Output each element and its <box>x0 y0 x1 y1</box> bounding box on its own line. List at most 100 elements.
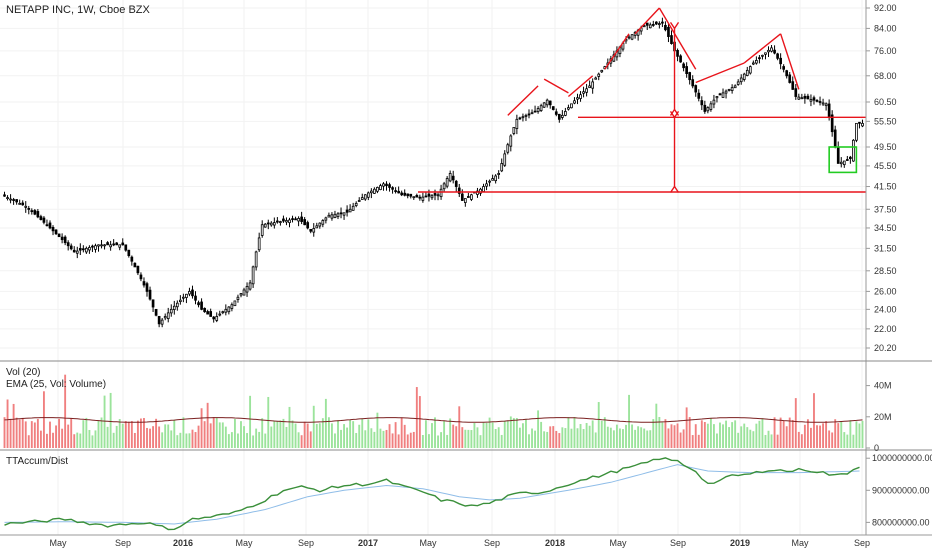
volume-bar-down <box>831 432 834 448</box>
candle-down <box>121 242 125 246</box>
y-tick-label: 49.50 <box>874 142 897 152</box>
candle-up <box>530 112 534 115</box>
x-tick-label: 2018 <box>545 538 565 548</box>
candle-up <box>542 102 546 108</box>
candle-up <box>585 88 588 93</box>
volume-bar-up <box>506 420 509 448</box>
pattern-trendline <box>779 33 800 90</box>
volume-bar-up <box>634 429 637 448</box>
volume-bar-up <box>643 428 646 448</box>
volume-bar-up <box>615 424 618 448</box>
candle-up <box>579 94 582 99</box>
volume-bar-up <box>176 435 179 448</box>
candle-up <box>109 244 112 248</box>
candle-up <box>573 100 576 104</box>
candle-up <box>103 244 106 247</box>
volume-bar-up <box>722 424 724 448</box>
candle-up <box>333 213 337 219</box>
candle-up <box>730 87 734 91</box>
volume-bar-down <box>55 425 57 448</box>
candle-down <box>33 210 37 215</box>
candle-up <box>318 222 322 227</box>
x-tick-label: May <box>419 538 437 548</box>
pattern-trendline <box>634 7 660 35</box>
candle-down <box>688 72 692 81</box>
candle-down <box>676 49 679 57</box>
volume-bar-up <box>261 418 264 448</box>
volume-bar-down <box>15 417 18 448</box>
volume-bar-up <box>88 429 91 448</box>
candle-up <box>564 111 567 116</box>
volume-bar-up <box>327 417 330 448</box>
volume-bar-up <box>349 419 352 448</box>
volume-title: Vol (20) <box>6 367 40 378</box>
volume-bar-up <box>282 418 285 448</box>
overlay-layer <box>418 7 866 193</box>
candle-up <box>242 289 246 296</box>
volume-bar-up <box>588 425 591 448</box>
candle-down <box>451 175 455 181</box>
volume-bar-down <box>797 431 800 448</box>
candle-down <box>758 57 761 60</box>
candle-up <box>561 114 564 118</box>
x-tick-label: 2019 <box>730 538 750 548</box>
candle-down <box>806 95 810 100</box>
volume-bar-down <box>12 403 15 448</box>
volume-bar-up <box>358 424 361 448</box>
volume-bar-up <box>82 420 85 448</box>
volume-bar-up <box>564 428 567 448</box>
candle-down <box>276 220 279 223</box>
volume-bar-up <box>540 421 543 448</box>
candle-up <box>185 293 188 298</box>
volume-bar-up <box>106 426 109 448</box>
volume-bar-up <box>224 426 227 448</box>
y-tick-label: 55.50 <box>874 116 897 126</box>
candle-up <box>172 305 176 310</box>
candle-up <box>445 178 449 187</box>
volume-bar-down <box>61 428 64 448</box>
candle-up <box>500 163 504 172</box>
candle-down <box>403 192 407 196</box>
volume-bar-down <box>203 421 206 448</box>
volume-bar-up <box>515 418 518 448</box>
candle-down <box>300 216 303 222</box>
volume-bar-up <box>755 423 758 448</box>
candle-up <box>506 144 510 153</box>
volume-bar-up <box>112 432 115 448</box>
candle-up <box>363 194 367 200</box>
volume-bar-down <box>194 432 197 448</box>
candle-down <box>679 55 682 63</box>
volume-bar-up <box>233 419 236 448</box>
candle-up <box>118 244 122 248</box>
volume-bar-down <box>30 421 33 448</box>
volume-bar-up <box>770 434 773 448</box>
volume-bar-up <box>467 429 470 448</box>
volume-bar-down <box>700 420 703 448</box>
pattern-trendline <box>507 85 539 116</box>
volume-bar-up <box>79 433 82 448</box>
candle-down <box>682 63 685 69</box>
volume-bar-down <box>403 424 406 448</box>
volume-bar-up <box>297 432 300 448</box>
candle-up <box>233 300 237 307</box>
candle-up <box>227 306 231 313</box>
x-tick-label: May <box>791 538 809 548</box>
candle-down <box>454 180 458 187</box>
volume-bar-up <box>167 424 170 448</box>
volume-bar-up <box>725 420 727 448</box>
candle-down <box>397 190 400 194</box>
candle-down <box>703 104 707 112</box>
volume-bar-down <box>691 435 694 448</box>
candle-up <box>321 220 325 225</box>
candle-down <box>81 248 85 251</box>
candle-down <box>21 202 25 206</box>
volume-bar-up <box>246 433 248 448</box>
volume-bar-down <box>667 428 670 448</box>
volume-bar-down <box>3 417 6 448</box>
volume-bar-up <box>230 432 233 448</box>
volume-bar-up <box>258 431 261 448</box>
candle-up <box>521 116 525 119</box>
candle-up <box>715 96 719 99</box>
volume-bar-down <box>146 427 148 448</box>
